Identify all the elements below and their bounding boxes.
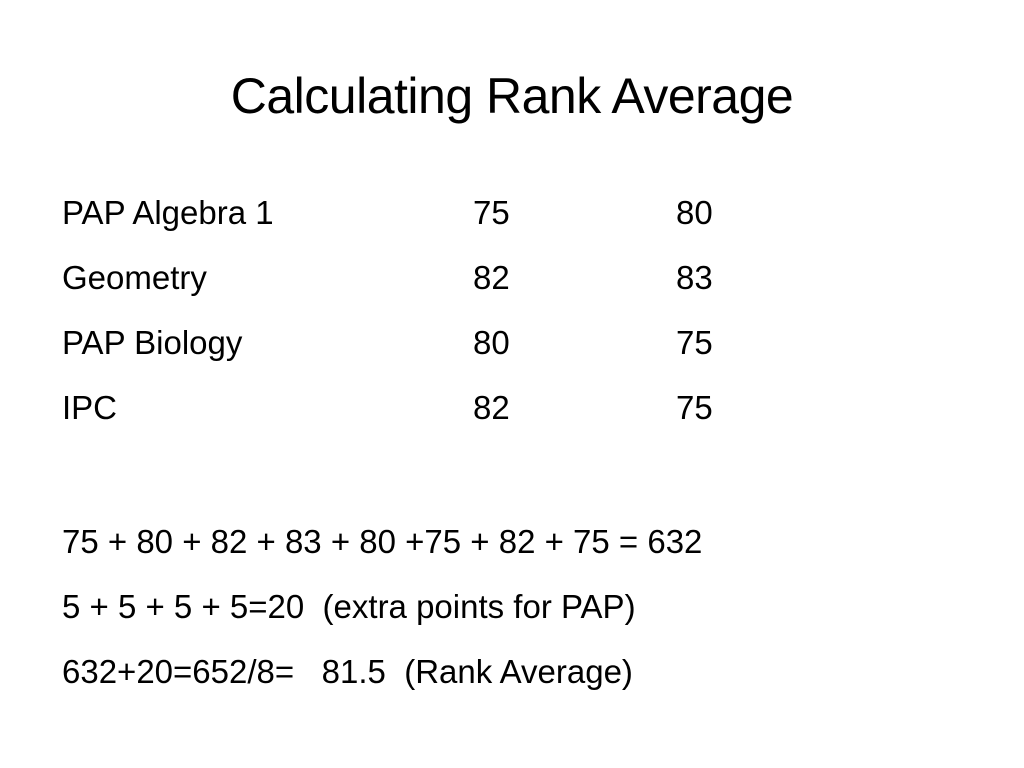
grade-sem2: 75 — [676, 389, 713, 426]
course-name: PAP Biology — [62, 324, 243, 361]
grade-sem1: 80 — [473, 324, 510, 361]
calculation-block: 75 + 80 + 82 + 83 + 80 +75 + 82 + 75 = 6… — [62, 517, 962, 712]
grade-sem1: 82 — [473, 259, 510, 296]
extra-points-line: 5 + 5 + 5 + 5=20 (extra points for PAP) — [62, 588, 636, 625]
grade-row: IPC 82 75 — [62, 383, 842, 448]
slide-title: Calculating Rank Average — [230, 68, 794, 124]
course-name: Geometry — [62, 259, 207, 296]
grade-sem1: 75 — [473, 194, 510, 231]
grades-table: PAP Algebra 1 75 80 Geometry 82 83 PAP B… — [62, 188, 842, 448]
grade-sem2: 75 — [676, 324, 713, 361]
grade-sem2: 80 — [676, 194, 713, 231]
grade-sem2: 83 — [676, 259, 713, 296]
sum-line: 75 + 80 + 82 + 83 + 80 +75 + 82 + 75 = 6… — [62, 523, 703, 560]
grade-row: PAP Biology 80 75 — [62, 318, 842, 383]
course-name: IPC — [62, 389, 118, 426]
grade-row: Geometry 82 83 — [62, 253, 842, 318]
grade-row: PAP Algebra 1 75 80 — [62, 188, 842, 253]
grade-sem1: 82 — [473, 389, 510, 426]
rank-average-line: 632+20=652/8= 81.5 (Rank Average) — [62, 653, 633, 690]
course-name: PAP Algebra 1 — [62, 194, 274, 231]
